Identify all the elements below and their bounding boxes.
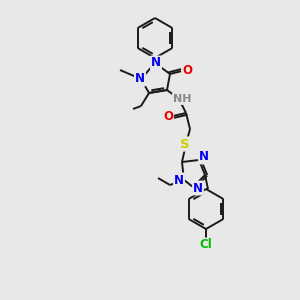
Text: N: N (174, 173, 184, 187)
Text: N: N (151, 56, 161, 70)
Text: N: N (135, 73, 145, 85)
Text: O: O (163, 110, 173, 122)
Text: N: N (199, 151, 209, 164)
Text: Cl: Cl (200, 238, 212, 251)
Text: NH: NH (173, 94, 191, 104)
Text: S: S (180, 137, 190, 151)
Text: N: N (193, 182, 203, 194)
Text: O: O (182, 64, 192, 77)
